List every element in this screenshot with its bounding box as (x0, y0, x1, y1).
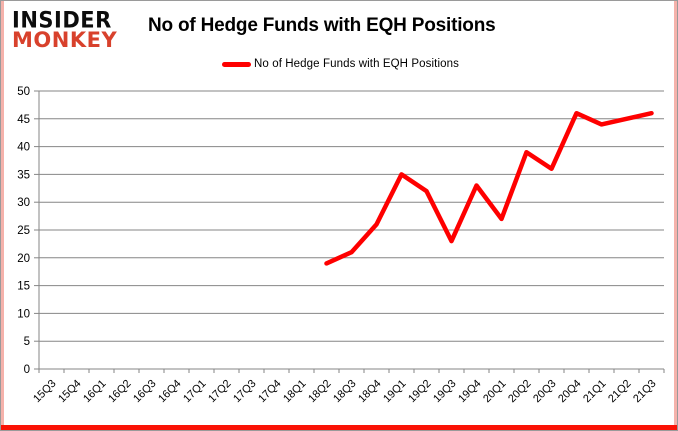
x-tick-label: 20Q1 (481, 378, 509, 406)
y-tick-label: 10 (17, 308, 30, 320)
legend: No of Hedge Funds with EQH Positions (222, 58, 459, 70)
chart-title: No of Hedge Funds with EQH Positions (148, 15, 496, 36)
x-tick-label: 21Q1 (581, 378, 609, 406)
legend-label: No of Hedge Funds with EQH Positions (254, 58, 459, 70)
x-tick-label: 20Q3 (531, 378, 559, 406)
x-tick-label: 19Q3 (431, 378, 459, 406)
y-tick-label: 5 (24, 336, 30, 348)
y-tick-label: 25 (17, 225, 30, 237)
logo-insider-text: INSIDER (12, 7, 112, 33)
x-tick-label: 21Q3 (631, 378, 659, 406)
y-tick-label: 35 (17, 169, 30, 181)
x-tick-label: 17Q4 (256, 378, 284, 406)
x-tick-label: 16Q3 (131, 378, 159, 406)
y-tick-label: 45 (17, 114, 30, 126)
x-tick-label: 20Q2 (506, 378, 534, 406)
x-tick-label: 15Q4 (56, 378, 84, 406)
x-tick-label: 19Q2 (406, 378, 434, 406)
x-tick-label: 19Q4 (456, 378, 484, 406)
x-tick-label: 18Q2 (306, 378, 334, 406)
x-tick-label: 17Q2 (206, 378, 234, 406)
x-tick-label: 16Q4 (156, 378, 184, 406)
x-tick-label: 18Q1 (281, 378, 309, 406)
x-tick-label: 20Q4 (556, 378, 584, 406)
x-tick-label: 18Q4 (356, 378, 384, 406)
data-line (324, 110, 654, 266)
x-tick-label: 18Q3 (331, 378, 359, 406)
x-tick-label: 17Q3 (231, 378, 259, 406)
x-tick-label: 15Q3 (31, 378, 59, 406)
insider-monkey-logo: INSIDER MONKEY (12, 7, 118, 52)
legend-line-swatch (222, 61, 251, 67)
y-tick-label: 0 (24, 364, 30, 376)
y-tick-label: 40 (17, 142, 30, 154)
y-tick-label: 20 (17, 253, 30, 265)
y-tick-label: 30 (17, 197, 30, 209)
x-tick-label: 19Q1 (381, 378, 409, 406)
x-tick-label: 16Q2 (106, 378, 134, 406)
y-tick-label: 15 (17, 281, 30, 293)
y-tick-label: 50 (17, 86, 30, 98)
logo-monkey-text: MONKEY (12, 27, 118, 52)
x-tick-label: 16Q1 (81, 378, 109, 406)
x-tick-label: 17Q1 (181, 378, 209, 406)
x-tick-label: 21Q2 (606, 378, 634, 406)
